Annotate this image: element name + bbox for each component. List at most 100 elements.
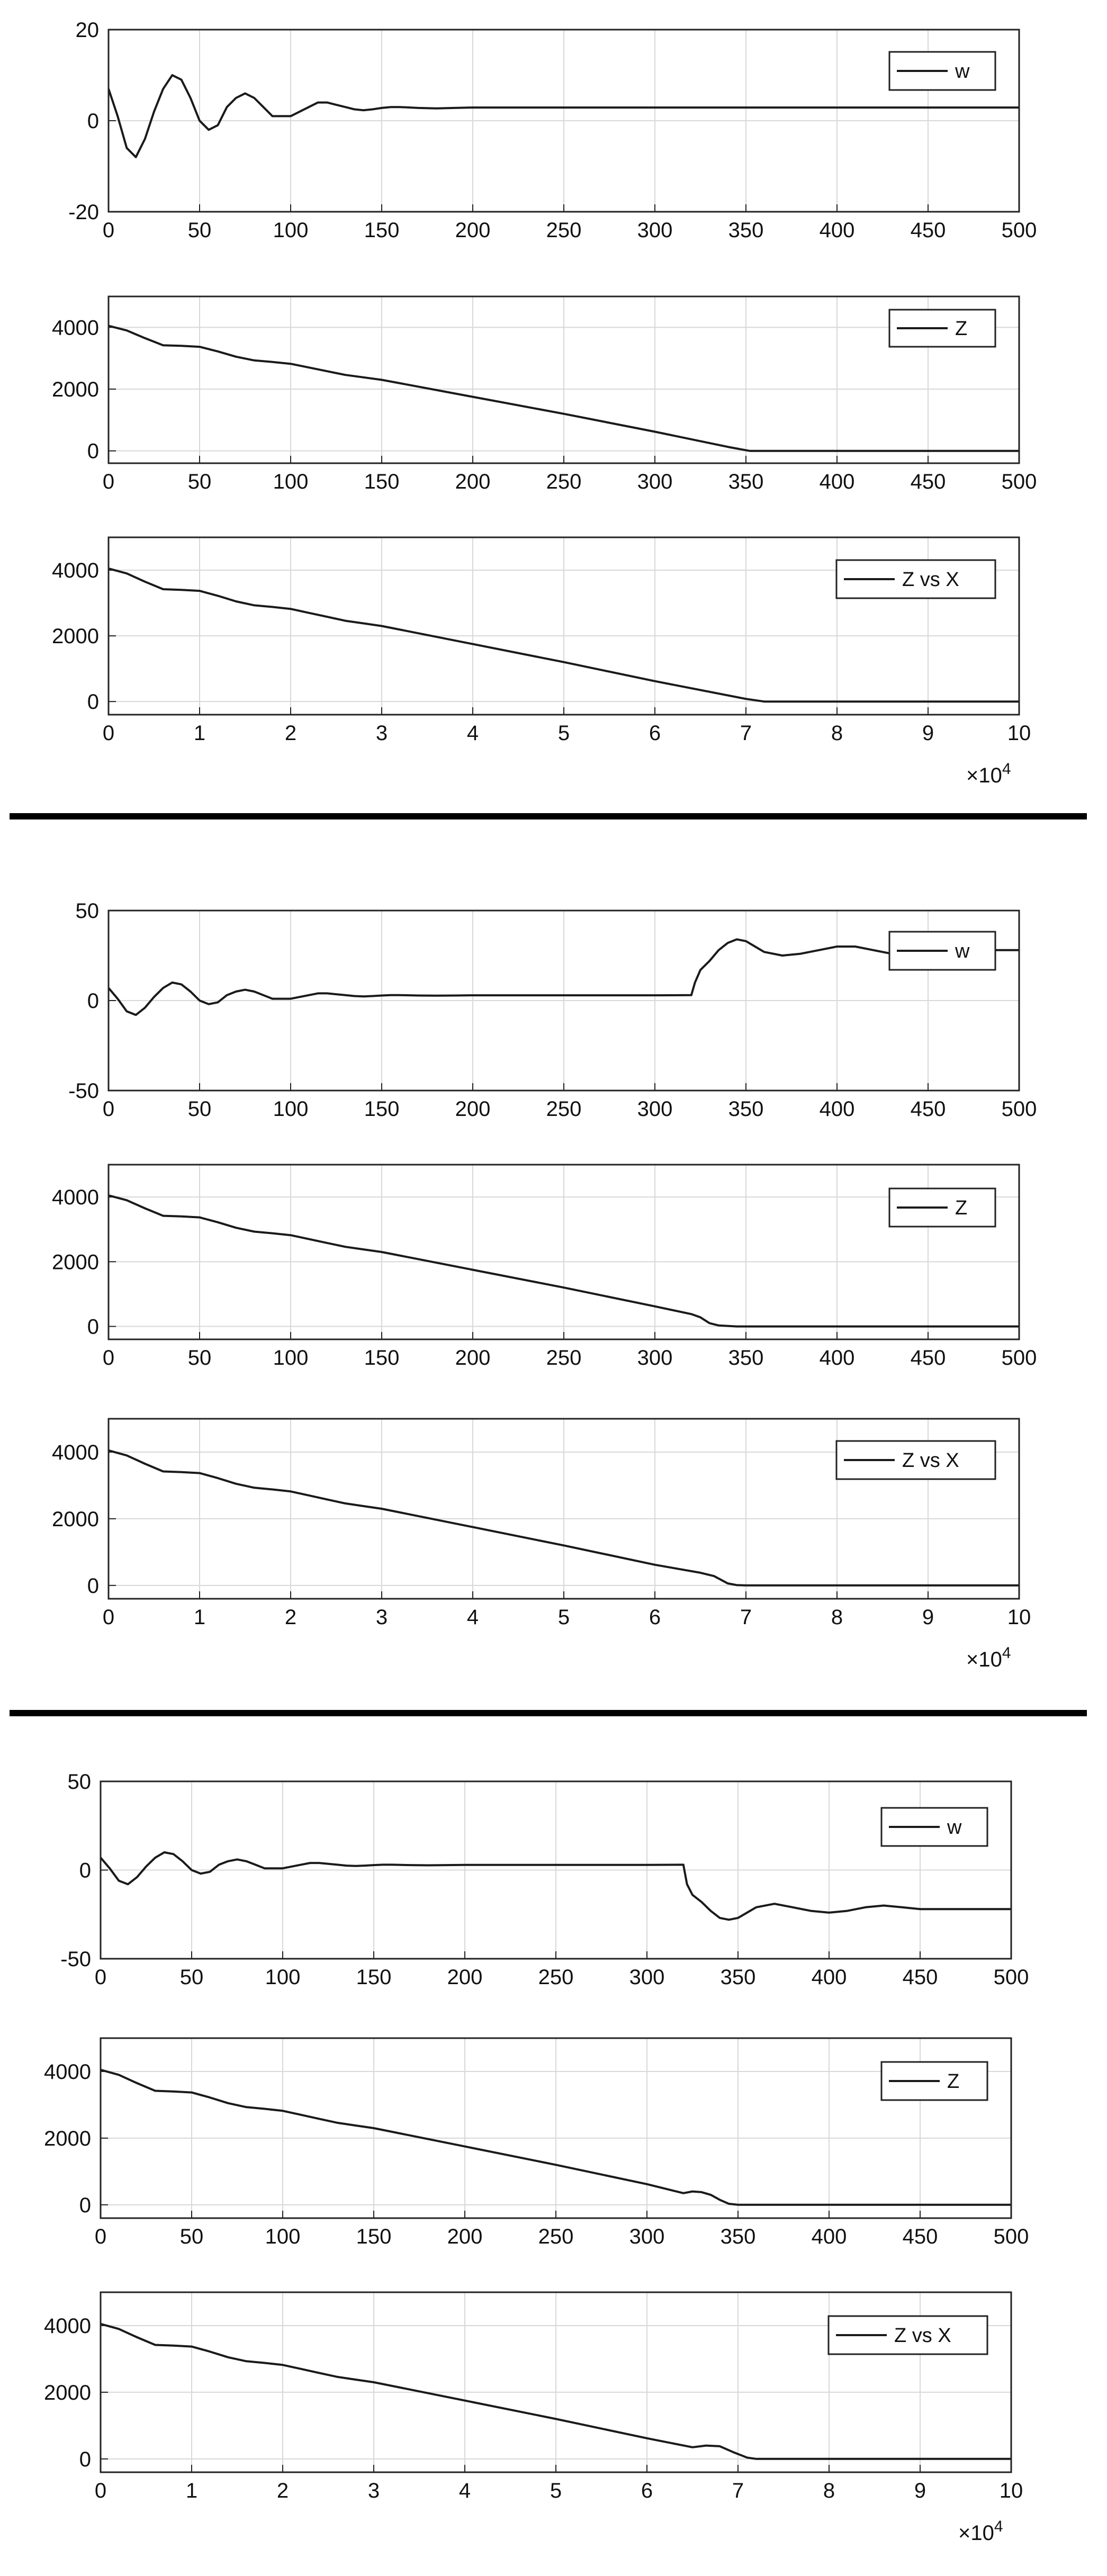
x-tick-label: 100 [265,1966,301,1989]
x-tick-label: 10 [1007,722,1031,745]
x-tick-label: 500 [1002,1346,1037,1370]
chart-panel-8: 0 50 100 150 200 250 300 350 400 450 500 0 2000 4000 Z [44,2037,1029,2248]
x-tick-label: 4 [459,2479,471,2502]
y-tick-label: 0 [87,110,99,133]
x-tick-label: 100 [273,219,309,242]
y-tick-label: 4000 [52,316,99,339]
x-tick-label: 7 [732,2479,744,2502]
y-tick-label: 2000 [52,625,99,648]
series-line-z-vs-x [108,567,1019,703]
legend-label: Z vs X [902,569,959,591]
x-tick-label: 7 [740,1606,752,1629]
series-line-z [100,2068,1011,2206]
x-tick-label: 0 [103,470,114,493]
x-tick-label: 5 [558,1606,570,1629]
legend-label: w [955,940,970,962]
axes-frame [107,29,1020,213]
legend: Z [880,2061,988,2101]
axes-frame [107,536,1020,716]
y-tick-label: 20 [76,19,100,42]
x-tick-label: 0 [103,722,114,745]
axes-frame [107,1418,1020,1600]
legend: Z vs X [835,559,996,599]
x-tick-label: 450 [911,470,946,493]
legend-label: Z [955,318,967,340]
x-tick-label: 200 [455,470,491,493]
x-tick-label: 10 [1000,2479,1023,2502]
x-tick-label: 300 [637,1346,673,1370]
x-tick-label: 200 [455,1097,491,1121]
x-tick-label: 400 [820,1346,855,1370]
x-multiplier-label: ×104 [966,1644,1011,1671]
x-tick-label: 6 [649,722,661,745]
y-tick-label: 4000 [52,1186,99,1209]
y-tick-label: 50 [76,899,100,923]
legend-label: Z vs X [894,2325,951,2347]
x-tick-label: 150 [364,1097,400,1121]
x-tick-label: 400 [820,1097,855,1121]
axes-frame [100,2037,1012,2219]
x-tick-label: 2 [277,2479,289,2502]
legend-label: Z [955,1197,967,1219]
y-tick-label: 50 [68,1770,92,1794]
x-tick-label: 0 [103,219,114,242]
x-tick-label: 500 [1002,470,1037,493]
x-tick-label: 250 [538,2225,574,2248]
y-tick-label: -50 [60,1948,91,1971]
legend: Z vs X [835,1440,996,1480]
y-tick-label: 0 [79,1859,91,1883]
x-tick-label: 100 [273,1097,309,1121]
x-tick-label: 250 [538,1966,574,1989]
y-tick-label: 4000 [44,2314,91,2338]
x-tick-label: 250 [546,219,582,242]
x-tick-label: 250 [546,1346,582,1370]
legend-label: w [947,1816,962,1839]
y-tick-label: 4000 [52,559,99,582]
x-tick-label: 10 [1007,1606,1031,1629]
x-tick-label: 0 [95,2479,106,2502]
x-tick-label: 2 [285,1606,296,1629]
axes-frame [107,1164,1020,1340]
x-tick-label: 5 [550,2479,562,2502]
y-tick-label: 2000 [44,2381,91,2404]
x-tick-label: 300 [637,470,673,493]
y-tick-label: 0 [87,989,99,1013]
x-tick-label: 3 [368,2479,380,2502]
series-line-w [107,938,1019,1016]
x-tick-label: 350 [728,219,764,242]
x-tick-label: 500 [1002,219,1037,242]
x-tick-label: 0 [95,1966,106,1989]
legend-box [835,559,996,599]
x-tick-label: 2 [285,722,296,745]
x-tick-label: 300 [629,2225,665,2248]
legend: w [880,1807,988,1847]
y-tick-label: 0 [87,1574,99,1598]
x-tick-label: 350 [728,1346,764,1370]
x-tick-label: 150 [356,2225,392,2248]
x-multiplier-label: ×104 [958,2518,1003,2545]
x-tick-label: 8 [831,722,843,745]
x-tick-label: 5 [558,722,570,745]
x-tick-label: 0 [103,1606,114,1629]
x-tick-label: 1 [194,1606,205,1629]
legend: Z vs X [827,2315,988,2355]
chart-panel-9: 0 1 2 3 4 5 6 7 8 9 10 0 2000 4000 ×104 Z vs X [44,2291,1023,2545]
chart-panel-2: 0 50 100 150 200 250 300 350 400 450 500 0 2000 4000 Z [52,295,1037,493]
x-tick-label: 500 [1002,1097,1037,1121]
x-tick-label: 350 [721,1966,756,1989]
series-line-z-vs-x [100,2322,1011,2460]
x-tick-label: 450 [903,1966,938,1989]
series-line-z [108,1194,1019,1328]
x-tick-label: 450 [911,1346,946,1370]
section-divider [10,1710,1087,1716]
x-tick-label: 350 [728,1097,764,1121]
x-tick-label: 200 [455,219,491,242]
axes-frame [107,295,1020,464]
x-tick-label: 4 [467,722,479,745]
x-tick-label: 9 [922,1606,934,1629]
x-tick-label: 0 [103,1346,114,1370]
x-tick-label: 0 [103,1097,114,1121]
x-tick-label: 0 [95,2225,106,2248]
